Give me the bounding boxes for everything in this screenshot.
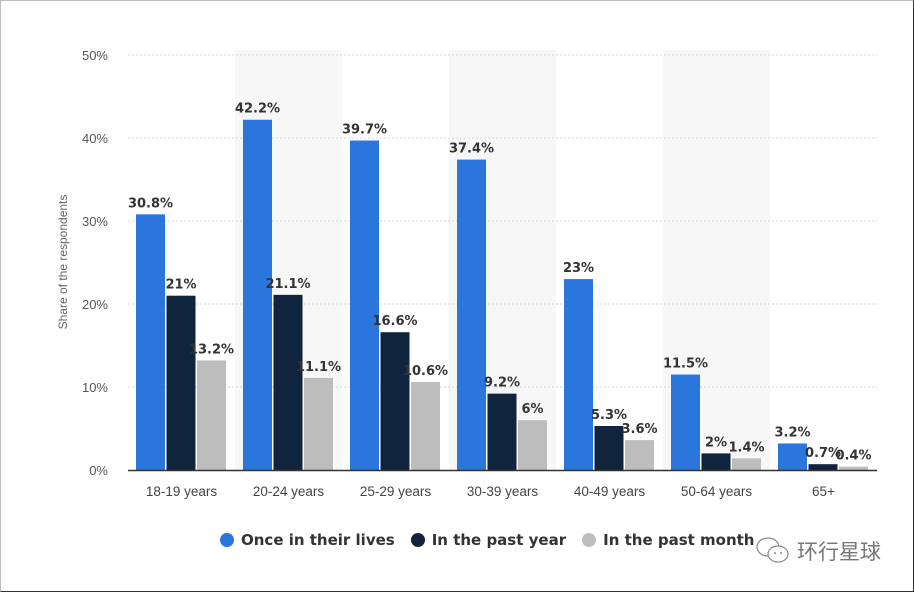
y-tick-label: 20% [82,297,108,312]
legend-label: In the past year [431,531,567,549]
y-tick-label: 10% [82,380,108,395]
watermark: 环行星球 [755,536,881,566]
watermark-text: 环行星球 [797,540,881,564]
data-label: 3.2% [774,425,810,440]
data-label: 30.8% [128,196,173,211]
x-tick-label: 20-24 years [253,484,325,499]
data-label: 11.5% [663,357,708,372]
bar [380,332,410,470]
legend-label: Once in their lives [241,531,395,549]
wechat-icon [756,537,789,563]
legend-label: In the past month [603,531,755,549]
bar [273,294,303,470]
legend-dot [220,533,234,547]
x-tick-label: 50-64 years [681,484,753,499]
data-label: 3.6% [621,422,657,437]
legend-dot [410,533,425,547]
data-label: 2% [705,435,727,450]
data-label: 21.1% [265,277,310,292]
bar [411,382,440,470]
x-tick-label: 40-49 years [574,484,646,499]
data-label: 11.1% [296,360,341,375]
bar [350,140,379,471]
bar [518,420,547,470]
data-label: 1.4% [728,440,764,455]
bar [487,393,517,470]
data-label: 16.6% [372,314,417,329]
bar [732,458,761,470]
y-tick-label: 0% [89,463,108,478]
data-label: 10.6% [403,364,448,379]
data-label: 37.4% [449,142,494,157]
bar [564,279,593,470]
y-tick-label: 30% [82,214,108,229]
data-label: 0.4% [835,449,871,464]
bar [625,440,654,470]
data-label: 23% [563,261,594,276]
data-label: 21% [165,278,196,293]
legend-item-past-year[interactable]: In the past year [410,531,567,549]
bar [701,453,731,470]
data-label: 42.2% [235,102,280,117]
data-label: 5.3% [591,408,627,423]
y-tick-label: 50% [82,48,108,63]
y-tick-label: 40% [82,131,108,146]
legend-item-past-month[interactable]: In the past month [582,531,754,549]
bar [166,295,196,470]
bar [457,159,486,470]
bar [839,466,868,470]
legend: Once in their lives In the past year In … [220,531,754,549]
bar [671,374,700,470]
bar [304,377,333,470]
data-label: 9.2% [484,376,520,391]
legend-dot [582,533,597,547]
x-tick-label: 25-29 years [360,484,432,499]
bar [197,360,226,470]
data-label: 13.2% [189,342,234,357]
bar [136,214,165,470]
x-tick-label: 18-19 years [146,484,218,499]
data-label: 6% [521,402,543,417]
data-label: 39.7% [342,122,387,137]
bar [808,464,838,470]
data-label: 0.7% [805,446,841,461]
bar [243,119,272,471]
legend-item-once[interactable]: Once in their lives [220,531,395,549]
bar [778,443,807,470]
x-tick-label: 65+ [812,484,835,499]
x-tick-label: 30-39 years [467,484,539,499]
y-axis-label: Share of the respondents [56,195,70,330]
bar [594,426,624,470]
